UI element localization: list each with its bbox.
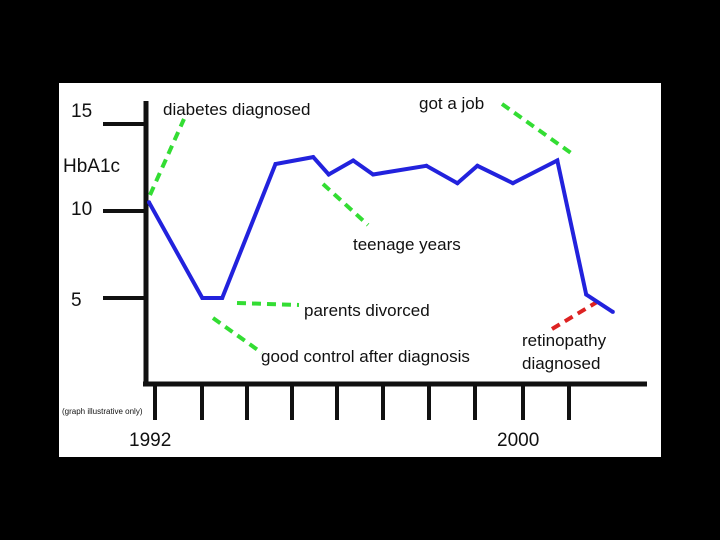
data-point-4 (311, 155, 316, 160)
annotation-retinopathy-line2: diagnosed (522, 354, 600, 373)
data-point-9 (455, 181, 460, 186)
y-tick-label-10: 10 (71, 199, 92, 220)
data-point-5 (326, 172, 331, 177)
data-points (147, 155, 615, 314)
data-point-14 (610, 309, 615, 314)
data-point-10 (475, 163, 480, 168)
connector-got-a-job (500, 102, 573, 155)
x-tick-label-1992: 1992 (129, 430, 171, 451)
connector-parents-divorced (236, 301, 300, 307)
data-point-8 (424, 163, 429, 168)
data-point-12 (555, 158, 560, 163)
annotation-teenage-years: teenage years (353, 235, 461, 254)
data-point-11 (510, 181, 515, 186)
y-tick-label-5: 5 (71, 290, 82, 311)
data-point-13 (584, 292, 589, 297)
connector-teenage-years (321, 182, 370, 227)
annotation-retinopathy-line1: retinopathy (522, 331, 607, 350)
connector-diabetes-diagnosed (148, 118, 186, 196)
annotation-connectors (148, 102, 599, 355)
data-point-2 (220, 296, 225, 300)
footnote: (graph illustrative only) (62, 407, 143, 416)
y-axis-label: HbA1c (63, 156, 120, 177)
data-point-3 (273, 162, 278, 166)
annotation-diabetes-diagnosed: diabetes diagnosed (163, 100, 310, 119)
annotation-got-a-job: got a job (419, 94, 484, 113)
data-point-7 (371, 172, 376, 177)
chart-slide: 15 10 5 1992 2000 HbA1c diabetes diagnosed … (59, 83, 661, 457)
x-tick-label-2000: 2000 (497, 430, 539, 451)
annotation-parents-divorced: parents divorced (304, 301, 430, 320)
y-ticks: 15 10 5 (71, 101, 147, 311)
axes (143, 101, 647, 387)
connector-good-control (211, 316, 264, 355)
data-point-1 (200, 296, 205, 300)
x-ticks: 1992 2000 (129, 385, 571, 451)
y-tick-label-15: 15 (71, 101, 92, 122)
annotation-good-control: good control after diagnosis (261, 347, 470, 366)
data-point-6 (351, 158, 356, 163)
connector-retinopathy (550, 300, 599, 331)
annotations: diabetes diagnosed got a job teenage yea… (163, 94, 607, 373)
hba1c-chart: 15 10 5 1992 2000 HbA1c diabetes diagnosed … (62, 94, 647, 451)
data-point-0 (147, 200, 151, 205)
